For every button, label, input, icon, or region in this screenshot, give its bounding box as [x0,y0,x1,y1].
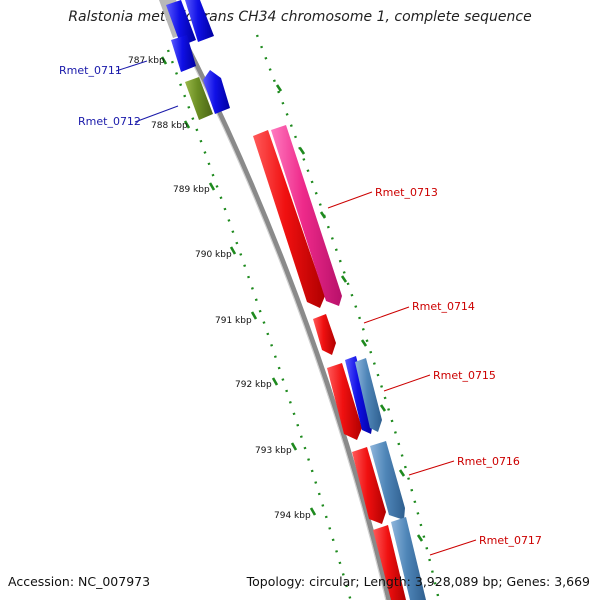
gene-rmet-0715-a[interactable] [327,363,362,440]
chromosome-backbone [159,0,392,600]
tick-label: 792 kbp [235,380,272,390]
gene-rmet-0715-b[interactable] [345,356,373,434]
gene-label-rmet-0715[interactable]: Rmet_0715 [433,369,496,382]
gene-rmet-0716-a[interactable] [352,447,386,524]
tick-label: 794 kbp [274,511,311,521]
gene-rmet-0714[interactable] [313,314,336,355]
gene-rmet-0716-b[interactable] [370,441,405,520]
outer-major-ticks [275,84,424,542]
gene-rmet-0713-b[interactable] [271,125,342,306]
gene-rmet-0715-c[interactable] [355,358,382,432]
label-leader-lines [115,60,477,556]
gene-rmet-0712b[interactable] [203,70,230,114]
gene-labels: Rmet_0711 Rmet_0712 Rmet_0713 Rmet_0714 … [59,64,542,547]
gene-rmet-0717-b[interactable] [391,517,426,600]
tick-label: 791 kbp [215,316,252,326]
tick-label: 789 kbp [173,185,210,195]
gene-rmet-0711c[interactable] [171,35,196,72]
tick-labels: 787 kbp 788 kbp 789 kbp 790 kbp 791 kbp … [128,56,311,521]
gene-label-rmet-0717[interactable]: Rmet_0717 [479,534,542,547]
gene-rmet-0717-a[interactable] [373,525,406,600]
gene-label-rmet-0714[interactable]: Rmet_0714 [412,300,475,313]
inner-tick-track [166,49,352,600]
gene-rmet-0711b[interactable] [185,0,214,42]
accession-text: Accession: NC_007973 [8,574,151,589]
gene-label-rmet-0713[interactable]: Rmet_0713 [375,186,438,199]
inner-major-ticks [160,56,317,516]
tick-label: 793 kbp [255,446,292,456]
topology-text: Topology: circular; Length: 3,928,089 bp… [246,574,590,589]
gene-rmet-0711[interactable] [166,0,196,46]
gene-label-rmet-0711[interactable]: Rmet_0711 [59,64,122,77]
gene-label-rmet-0712[interactable]: Rmet_0712 [78,115,141,128]
tick-label: 788 kbp [151,121,188,131]
gene-rmet-0713-a[interactable] [253,130,325,308]
tick-label: 790 kbp [195,250,232,260]
gene-label-rmet-0716[interactable]: Rmet_0716 [457,455,520,468]
gene-rmet-0712[interactable] [185,77,213,120]
